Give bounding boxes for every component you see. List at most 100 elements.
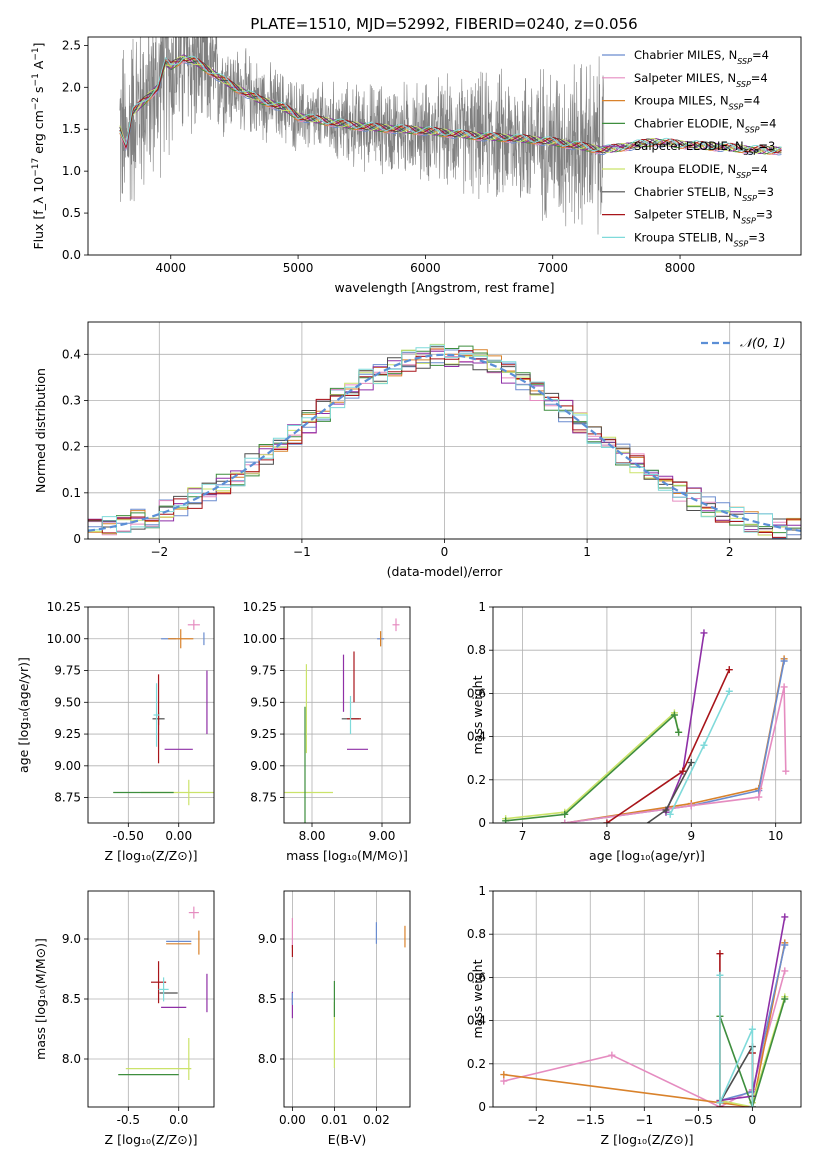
y-tick-label: 9.0 <box>62 932 81 946</box>
y-tick-label: 0.4 <box>467 1014 486 1028</box>
y-tick-label: 1 <box>478 884 486 898</box>
weight-marker <box>780 683 788 691</box>
weight-marker <box>608 1051 616 1059</box>
x-tick-label: 7000 <box>537 261 568 275</box>
plot-area-age_vs_Z <box>113 619 214 806</box>
x-tick-label: −2 <box>527 1113 545 1127</box>
plot-area-weight_vs_Z <box>500 913 789 1107</box>
weight-marker <box>561 819 569 823</box>
x-tick-label: 0 <box>749 1113 757 1127</box>
axes-frame <box>492 890 802 1108</box>
legend-label: Kroupa ELODIE, NSSP=4 <box>634 162 768 180</box>
y-tick-label: 8.5 <box>258 992 277 1006</box>
axes-frame <box>87 36 802 256</box>
weight-marker <box>670 711 678 719</box>
x-axis-label: Z [log₁₀(Z/Z⊙)] <box>105 1132 198 1147</box>
y-tick-label: 8.75 <box>250 791 277 805</box>
residuals-legend: 𝒩(0, 1) <box>701 335 786 350</box>
x-tick-label: -0.5 <box>117 1113 140 1127</box>
legend-label: Salpeter MILES, NSSP=4 <box>634 71 768 89</box>
y-tick-label: 8.0 <box>258 1052 277 1066</box>
x-tick-label: 4000 <box>155 261 186 275</box>
weight-marker <box>781 967 789 975</box>
x-tick-label: 0.01 <box>321 1113 348 1127</box>
weight-marker <box>780 657 788 665</box>
y-axis-label: mass weight <box>470 675 485 754</box>
plot-area-weight_vs_age <box>502 629 790 837</box>
x-axis-label: Z [log₁₀(Z/Z⊙)] <box>105 848 198 863</box>
weight-marker <box>500 1071 508 1079</box>
y-tick-label: 9.75 <box>54 664 81 678</box>
weight-line <box>669 690 731 815</box>
legend-label: Kroupa MILES, NSSP=4 <box>634 94 760 112</box>
y-tick-label: 9.00 <box>250 759 277 773</box>
y-tick-label: 8.0 <box>62 1052 81 1066</box>
weight-marker <box>666 810 674 818</box>
legend-label: Chabrier ELODIE, NSSP=4 <box>634 116 776 133</box>
errorbar-point <box>187 619 200 630</box>
y-axis-label: Normed distribution <box>33 368 48 493</box>
x-axis-label: (data-model)/error <box>387 564 504 579</box>
weight-marker <box>687 802 695 810</box>
x-axis-label: E(B-V) <box>328 1132 367 1147</box>
legend-label: Kroupa STELIB, NSSP=3 <box>634 230 765 248</box>
x-axis-label: wavelength [Angstrom, rest frame] <box>334 280 554 295</box>
y-tick-label: 9.00 <box>54 759 81 773</box>
weight-marker <box>755 787 763 795</box>
y-tick-label: 0.5 <box>62 206 81 220</box>
plot-area-mass_vs_Z <box>118 906 208 1080</box>
axes-weight_vs_Z: −2 −1.5 −1 −0.5 0 0 0.2 0.4 0.6 0.8 1 Z [log₁₀(Z/Z⊙… <box>467 884 802 1147</box>
errorbar-point <box>188 906 199 919</box>
y-tick-label: 10.00 <box>243 632 277 646</box>
x-tick-label: 7 <box>519 829 527 843</box>
x-axis-label: mass [log₁₀(M/M⊙)] <box>286 848 408 863</box>
legend-label: Salpeter ELODIE, NSSP=3 <box>634 139 775 157</box>
y-axis-label: age [log₁₀(age/yr)] <box>16 657 31 773</box>
weight-marker <box>725 666 733 674</box>
spectrum-legend: Chabrier MILES, NSSP=4 Salpeter MILES, NS… <box>602 48 776 248</box>
x-tick-label: 8.00 <box>299 829 326 843</box>
y-tick-label: 0.6 <box>467 970 486 984</box>
weight-marker <box>725 687 733 695</box>
axes-frame <box>87 321 802 540</box>
axes-frame <box>87 606 215 824</box>
weight-marker <box>500 1077 508 1085</box>
spectrum-model-line <box>119 55 782 153</box>
y-tick-label: 1.5 <box>62 122 81 136</box>
y-tick-label: 10.25 <box>243 600 277 614</box>
plot-area-mass_vs_ebv <box>291 918 406 1068</box>
weight-marker <box>629 830 636 837</box>
x-tick-label: 5000 <box>283 261 314 275</box>
axes-spectrum: 4000 5000 6000 7000 8000 0.0 0.5 1.0 1.5 2.0 2.5 wa… <box>31 36 802 295</box>
weight-marker <box>716 1099 724 1107</box>
axes-age_vs_Z: -0.50 0.00 8.75 9.00 9.25 9.50 9.75 10.00 10.25 Z… <box>16 600 215 863</box>
y-tick-label: 0.8 <box>467 927 486 941</box>
x-tick-label: −2 <box>150 545 168 559</box>
y-tick-label: 9.25 <box>250 727 277 741</box>
legend-label: Chabrier STELIB, NSSP=3 <box>634 185 774 203</box>
y-tick-label: 0.4 <box>467 730 486 744</box>
y-tick-label: 0 <box>73 532 81 546</box>
weight-marker <box>782 767 790 775</box>
x-tick-label: 8 <box>603 829 611 843</box>
errorbar-point <box>168 629 194 649</box>
histogram-kroupa-stelib <box>88 344 801 539</box>
weight-line <box>719 998 786 1107</box>
weight-line <box>505 713 680 822</box>
x-tick-label: −0.5 <box>684 1113 713 1127</box>
spectrum-model-line <box>119 54 782 154</box>
x-tick-label: 6000 <box>410 261 441 275</box>
weight-marker <box>700 741 708 749</box>
errorbar-point <box>392 618 400 632</box>
axes-frame <box>87 890 215 1108</box>
normal-reference-curve <box>88 353 801 532</box>
y-tick-label: 10.25 <box>47 600 81 614</box>
x-tick-label: 1 <box>583 545 591 559</box>
x-tick-label: 0.00 <box>279 1113 306 1127</box>
spectrum-model-line <box>119 55 782 155</box>
y-tick-label: 0.6 <box>467 686 486 700</box>
weight-marker <box>700 629 708 637</box>
weight-marker <box>675 728 683 736</box>
